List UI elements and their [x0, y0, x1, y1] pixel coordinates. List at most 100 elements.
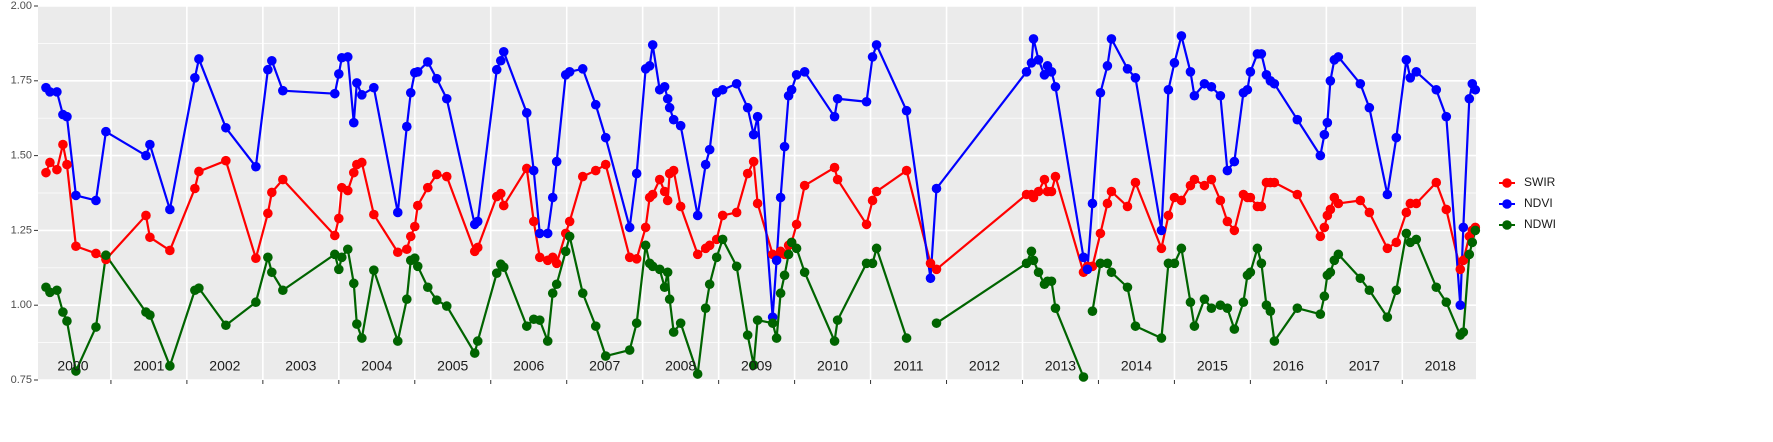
data-point — [1102, 258, 1113, 269]
data-point — [221, 320, 231, 331]
data-point — [551, 258, 562, 269]
data-point — [392, 247, 403, 258]
data-point — [498, 200, 509, 211]
data-point — [71, 190, 81, 201]
data-point — [1095, 228, 1106, 239]
data-point — [348, 278, 359, 289]
data-point — [731, 261, 742, 272]
year-label: 2013 — [1045, 358, 1076, 374]
data-point — [62, 316, 72, 326]
data-point — [748, 156, 759, 167]
data-point — [700, 303, 711, 313]
data-point — [631, 254, 642, 264]
data-point — [441, 93, 452, 104]
data-point — [752, 111, 763, 122]
data-point — [590, 99, 601, 110]
y-tick-label: 0.75 — [11, 374, 32, 386]
data-point — [901, 105, 912, 116]
data-point — [1163, 84, 1174, 95]
data-point — [1364, 285, 1375, 296]
data-point — [1028, 255, 1039, 266]
data-point — [1315, 231, 1326, 242]
data-point — [495, 188, 506, 199]
data-point — [190, 73, 200, 83]
data-point — [564, 216, 575, 227]
data-point — [577, 288, 588, 299]
data-point — [1176, 195, 1187, 206]
data-point — [334, 264, 344, 275]
data-point — [867, 52, 878, 62]
data-point — [62, 159, 72, 170]
data-point — [402, 294, 412, 305]
data-point — [472, 336, 483, 346]
data-point — [1391, 285, 1402, 296]
data-point — [1245, 267, 1256, 278]
data-point — [1176, 243, 1187, 254]
data-point — [402, 244, 412, 255]
year-label: 2017 — [1349, 358, 1380, 374]
data-point — [1229, 225, 1240, 236]
data-point — [392, 207, 403, 218]
data-point — [1122, 282, 1133, 293]
data-point — [329, 88, 340, 99]
data-point — [742, 330, 753, 340]
data-point — [547, 192, 558, 203]
data-point — [752, 315, 763, 325]
data-point — [829, 336, 840, 346]
data-point — [925, 273, 936, 284]
data-point — [1431, 84, 1442, 95]
data-point — [45, 157, 55, 168]
data-point — [491, 268, 502, 278]
data-point — [221, 122, 231, 133]
data-point — [52, 164, 62, 175]
data-point — [267, 55, 277, 66]
data-point — [654, 174, 665, 185]
data-point — [91, 248, 101, 259]
data-point — [1355, 273, 1366, 284]
data-point — [659, 282, 670, 293]
data-point — [668, 114, 679, 125]
data-point — [1189, 174, 1200, 185]
data-point — [441, 171, 452, 182]
data-point — [491, 64, 502, 75]
data-point — [1401, 228, 1412, 239]
data-point — [1458, 255, 1469, 266]
data-point — [472, 216, 483, 227]
data-point — [1333, 52, 1344, 62]
data-point — [534, 228, 545, 239]
data-point — [1315, 150, 1326, 161]
data-point — [1411, 198, 1422, 209]
data-point — [194, 166, 204, 177]
data-point — [1163, 210, 1174, 221]
data-point — [1441, 297, 1452, 308]
data-point — [1046, 276, 1057, 287]
year-label: 2012 — [969, 358, 1000, 374]
data-point — [742, 102, 753, 113]
data-point — [542, 228, 553, 239]
data-point — [1470, 84, 1481, 95]
data-point — [1130, 321, 1141, 331]
data-point — [412, 261, 423, 272]
data-point — [1046, 67, 1057, 77]
data-point — [1458, 327, 1469, 337]
data-point — [422, 282, 433, 293]
data-point — [412, 67, 423, 77]
data-point — [717, 210, 728, 221]
data-point — [871, 186, 882, 197]
data-point — [352, 78, 362, 88]
data-point — [1401, 207, 1412, 218]
data-point — [1269, 78, 1280, 89]
data-point — [675, 201, 686, 212]
data-point — [1256, 49, 1267, 59]
data-point — [1078, 372, 1089, 382]
data-point — [528, 165, 539, 176]
data-point — [767, 318, 778, 328]
data-point — [1455, 300, 1466, 311]
data-point — [1130, 177, 1141, 188]
data-point — [1319, 129, 1330, 140]
data-point — [1256, 258, 1267, 269]
data-point — [1256, 201, 1267, 212]
data-point — [779, 141, 790, 152]
data-point — [1033, 186, 1044, 197]
data-point — [564, 231, 575, 242]
